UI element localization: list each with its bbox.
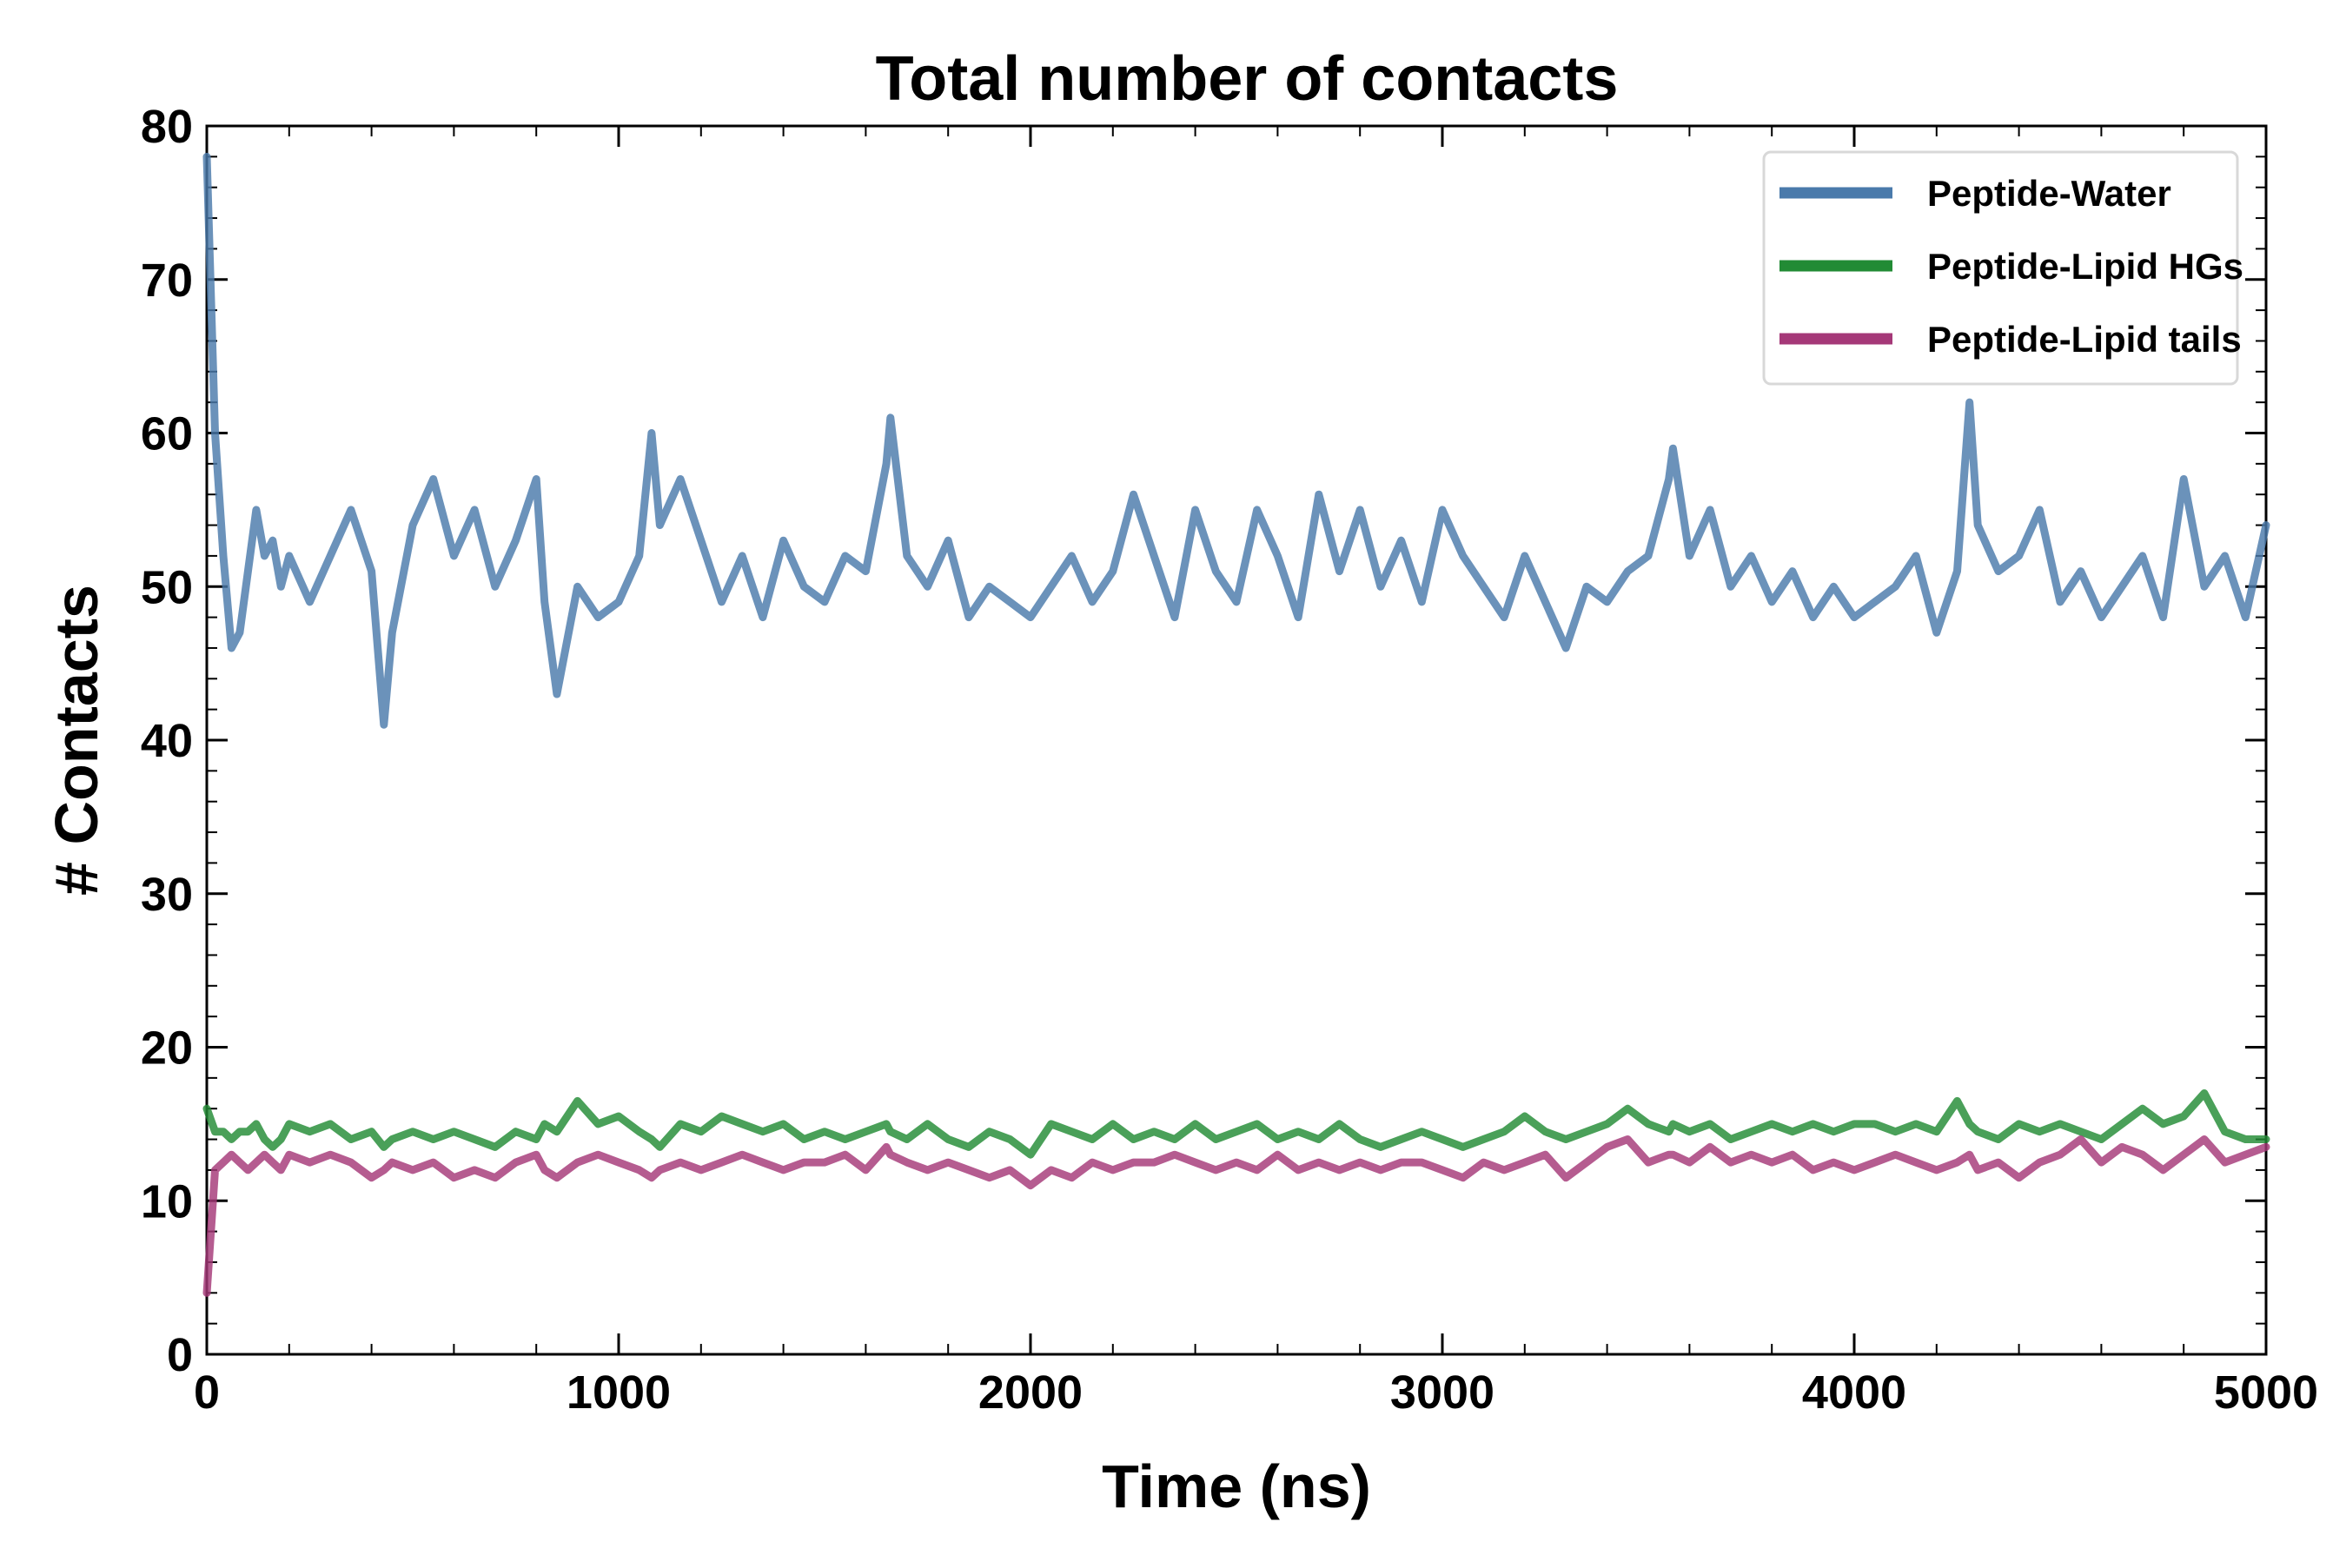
axis-ticks: 0 1000 2000 3000 4000 5000 0 10 20 30 40 50 60 70 80 xyxy=(141,101,2318,1419)
chart-title: Total number of contacts xyxy=(876,44,1619,114)
y-tick-label: 60 xyxy=(141,408,193,460)
y-tick-label: 80 xyxy=(141,101,193,153)
y-tick-label: 10 xyxy=(141,1175,193,1227)
y-tick-label: 70 xyxy=(141,255,193,307)
x-tick-label: 1000 xyxy=(567,1366,671,1419)
y-tick-label: 20 xyxy=(141,1022,193,1075)
y-axis-label: # Contacts xyxy=(43,585,110,896)
series-line-peptide-water xyxy=(202,152,2270,729)
series-line-peptide-lipid-tails xyxy=(202,1135,2270,1297)
legend-label: Peptide-Lipid tails xyxy=(1927,319,2242,360)
x-tick-label: 2000 xyxy=(978,1366,1083,1419)
x-tick-label: 5000 xyxy=(2214,1366,2318,1419)
x-axis-label: Time (ns) xyxy=(1102,1452,1371,1520)
y-tick-label: 50 xyxy=(141,561,193,613)
y-tick-label: 40 xyxy=(141,715,193,767)
legend-label: Peptide-Water xyxy=(1927,173,2171,214)
legend-box xyxy=(1762,150,2239,386)
x-tick-label: 3000 xyxy=(1390,1366,1494,1419)
series-line-peptide-lipid-hgs xyxy=(202,1089,2270,1159)
series-lines xyxy=(202,152,2270,1297)
x-tick-label: 0 xyxy=(194,1366,220,1419)
y-tick-label: 30 xyxy=(141,869,193,921)
legend-entries: Peptide-Water Peptide-Lipid HGs Peptide-Li… xyxy=(1779,173,2243,360)
x-tick-label: 4000 xyxy=(1802,1366,1906,1419)
legend: Peptide-Water Peptide-Lipid HGs Peptide-Li… xyxy=(1762,150,2243,386)
legend-label: Peptide-Lipid HGs xyxy=(1927,246,2243,287)
y-tick-label: 0 xyxy=(167,1329,193,1381)
